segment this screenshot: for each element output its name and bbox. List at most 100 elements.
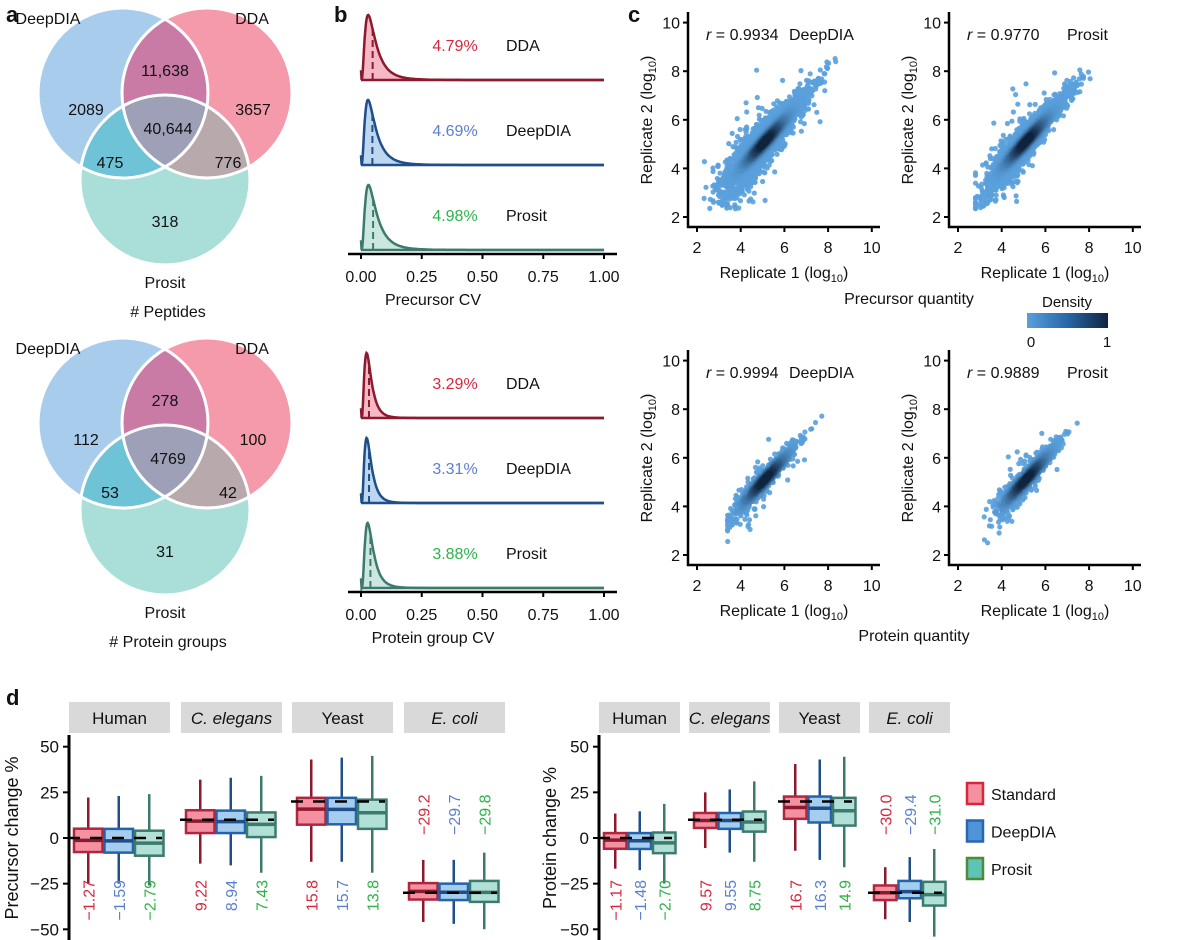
- scatter-point: [729, 130, 735, 136]
- venn-count: 475: [97, 155, 124, 172]
- x-tick-label: 0.75: [528, 269, 559, 286]
- density-area: [361, 523, 604, 588]
- venn-count: 42: [219, 485, 237, 502]
- correlation-label: r = 0.9934: [706, 27, 779, 44]
- venn-count: 4769: [150, 451, 186, 468]
- scatter-point: [822, 71, 828, 77]
- venn-count: 776: [215, 155, 242, 172]
- median-cv-label: 4.98%: [432, 208, 477, 225]
- x-tick-label: 1.00: [588, 607, 619, 624]
- x-tick-label: 1.00: [588, 269, 619, 286]
- series-label: DeepDIA: [506, 123, 571, 140]
- density-series-prosit: 3.88% Prosit: [359, 521, 604, 593]
- series-label: DDA: [506, 376, 540, 393]
- density-series-dda: 3.29% DDA: [359, 350, 604, 420]
- density-area: [361, 100, 604, 165]
- venn-count: 31: [156, 544, 174, 561]
- venn-count: 11,638: [141, 63, 189, 80]
- density-series-dda: 4.79% DDA: [359, 13, 604, 82]
- scatter-point: [756, 112, 762, 118]
- scatter-point: [754, 94, 760, 101]
- x-tick-label: 2: [693, 240, 702, 257]
- scatter-point: [701, 195, 707, 201]
- scatter-point: [743, 100, 749, 106]
- panel-label-b: b: [334, 2, 347, 27]
- x-tick-label: 0.50: [467, 269, 498, 286]
- scatter-point: [717, 188, 723, 194]
- density-area: [361, 353, 604, 418]
- scatter-point: [972, 172, 979, 178]
- density-curve: [359, 350, 604, 420]
- density-area: [361, 15, 604, 80]
- venn-label-prosit: Prosit: [145, 605, 186, 622]
- scatter-point: [1004, 120, 1011, 127]
- venn-count: 3657: [235, 102, 271, 119]
- median-cv-label: 4.69%: [432, 123, 477, 140]
- scatter-point: [721, 189, 727, 195]
- scatter-point: [974, 193, 980, 199]
- series-label: DeepDIA: [506, 461, 571, 478]
- series-label: Prosit: [506, 208, 547, 225]
- y-axis-title: Replicate 2 (log10): [639, 56, 659, 185]
- scatter-point: [817, 67, 823, 73]
- scatter-point: [1041, 90, 1047, 96]
- venn-count: 112: [73, 432, 99, 449]
- scatter-point: [760, 178, 766, 185]
- series-label: DDA: [506, 38, 540, 55]
- scatter-point: [798, 128, 805, 134]
- scatter-point: [703, 184, 709, 190]
- scatter-point: [1027, 102, 1033, 108]
- scatter-point: [780, 77, 786, 83]
- density-series-prosit: 4.98% Prosit: [359, 183, 604, 252]
- scatter-point: [726, 141, 732, 147]
- scatter-point: [822, 88, 828, 94]
- scatter-point: [817, 119, 823, 125]
- scatter-point: [992, 145, 998, 152]
- density-curve: [359, 183, 604, 252]
- series-label: Prosit: [506, 546, 547, 563]
- density-area: [361, 185, 604, 250]
- scatter-point: [797, 119, 804, 125]
- y-tick-label: 8: [671, 64, 680, 81]
- scatter-point: [733, 139, 739, 145]
- scatter-point: [1032, 101, 1038, 107]
- x-axis-title: Protein group CV: [372, 630, 495, 647]
- scatter-point: [737, 126, 743, 133]
- venn-caption: # Peptides: [130, 304, 206, 321]
- x-tick-label: 0.25: [406, 607, 437, 624]
- x-tick-label: 0.50: [467, 607, 498, 624]
- venn-label-deepdia: DeepDIA: [16, 11, 81, 28]
- scatter-point: [1014, 198, 1020, 204]
- median-cv-label: 3.29%: [432, 376, 477, 393]
- scatter-point: [807, 71, 813, 77]
- scatter-point: [1052, 70, 1058, 76]
- x-tick-label: 4: [736, 240, 745, 257]
- median-cv-label: 3.31%: [432, 461, 477, 478]
- venn-label-dda: DDA: [235, 341, 269, 358]
- scatter-point: [734, 116, 740, 122]
- scatter-point: [701, 159, 708, 165]
- scatter-point: [744, 109, 750, 115]
- scatter-point: [1013, 193, 1019, 199]
- scatter-point: [1013, 92, 1019, 98]
- scatter-point: [715, 199, 722, 205]
- scatter-point: [732, 202, 738, 208]
- scatter-point: [812, 82, 818, 88]
- y-tick-label: 4: [671, 161, 680, 178]
- x-axis-title: Replicate 1 (log10): [720, 265, 849, 285]
- venn-count: 318: [152, 214, 179, 231]
- venn-label-dda: DDA: [235, 11, 269, 28]
- scatter-point: [754, 67, 760, 73]
- scatter-point: [751, 190, 757, 196]
- scatter-point: [710, 198, 716, 204]
- scatter-point: [797, 81, 803, 87]
- venn-label-prosit: Prosit: [145, 275, 186, 292]
- scatter-point: [1009, 118, 1015, 124]
- scatter-point: [772, 169, 778, 175]
- x-tick-label: 8: [824, 240, 833, 257]
- y-tick-label: 10: [662, 16, 680, 33]
- scatter-point: [833, 59, 839, 65]
